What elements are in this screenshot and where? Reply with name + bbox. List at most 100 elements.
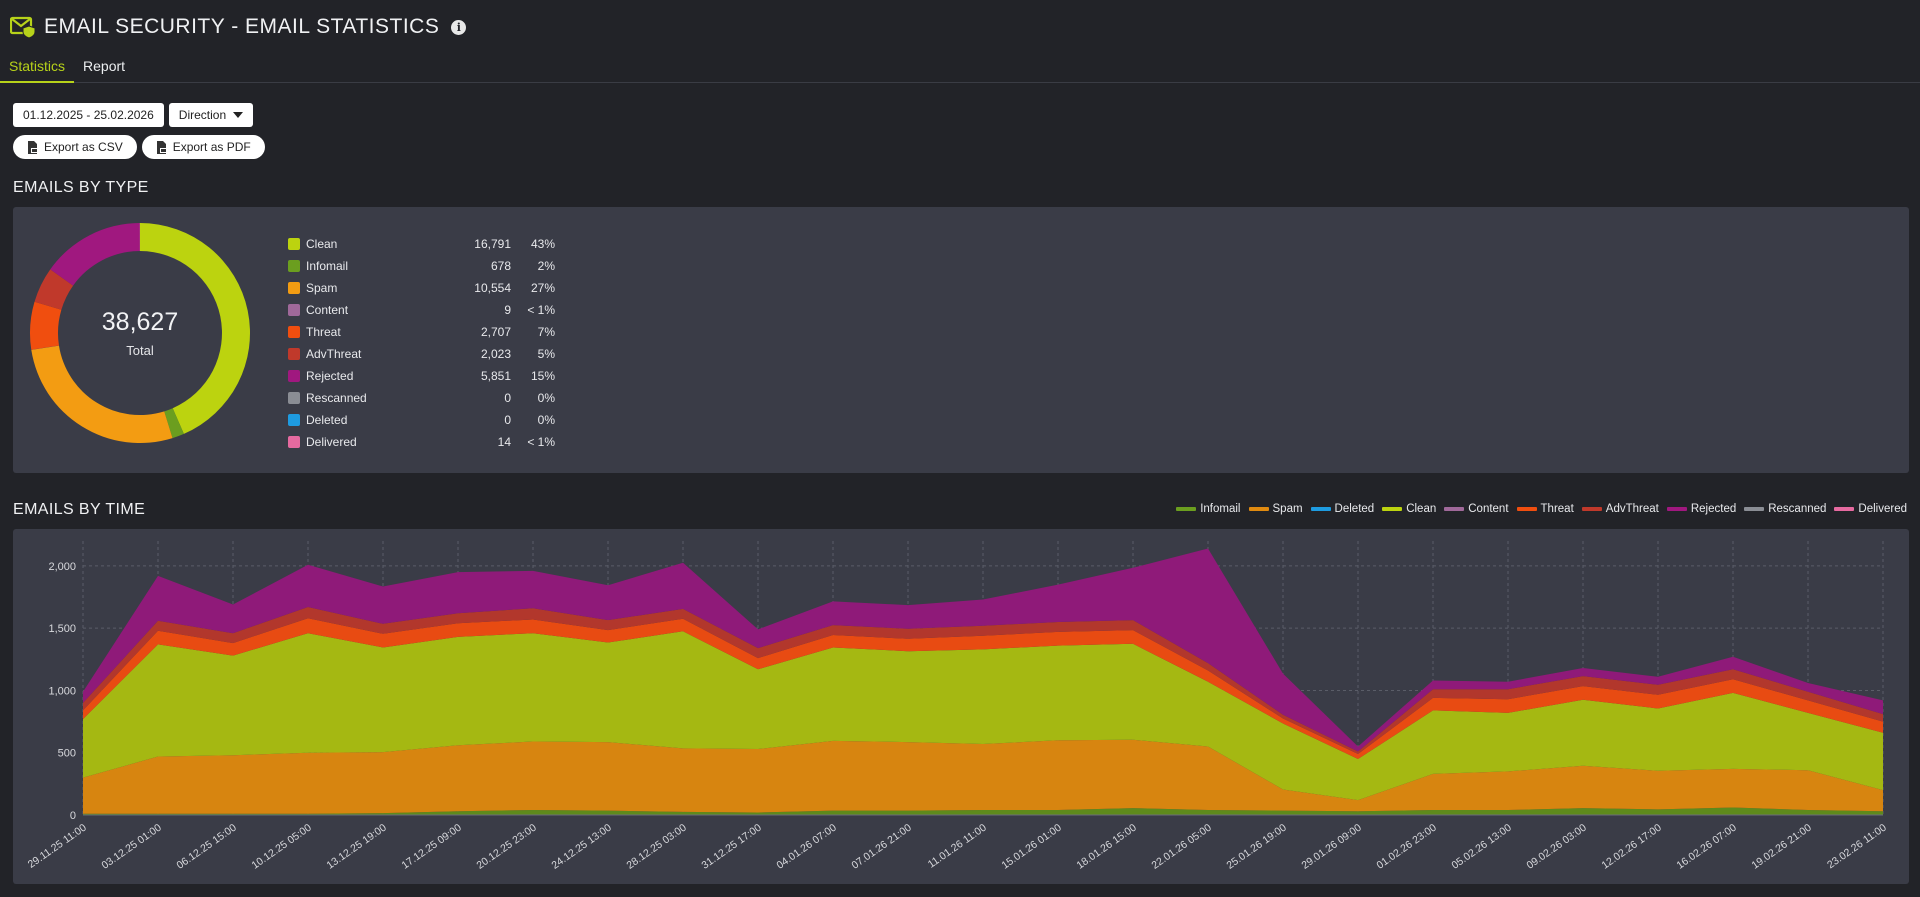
time-legend-item-rejected[interactable]: Rejected: [1666, 503, 1737, 515]
tab-statistics[interactable]: Statistics: [0, 52, 75, 83]
export-csv-button[interactable]: Export as CSV: [13, 135, 137, 159]
legend-swatch: [288, 238, 300, 250]
info-icon[interactable]: i: [451, 19, 467, 35]
tab-report[interactable]: Report: [83, 58, 126, 74]
y-tick-label: 2,000: [48, 561, 76, 573]
y-tick-label: 1,500: [48, 623, 76, 635]
export-pdf-label: Export as PDF: [172, 140, 251, 154]
legend-percent: 7%: [537, 325, 555, 339]
legend-row-infomail[interactable]: Infomail 678 2%: [288, 255, 555, 277]
time-legend-item-spam[interactable]: Spam: [1248, 503, 1303, 515]
legend-percent: < 1%: [527, 303, 555, 317]
time-legend-item-deleted[interactable]: Deleted: [1310, 503, 1374, 515]
emails-by-type-panel: [13, 207, 1909, 473]
legend-row-rejected[interactable]: Rejected 5,851 15%: [288, 365, 555, 387]
legend-line: [1176, 507, 1197, 511]
legend-percent: 43%: [530, 237, 555, 251]
legend-row-advthreat[interactable]: AdvThreat 2,023 5%: [288, 343, 555, 365]
legend-value: 16,791: [474, 237, 511, 251]
legend-line: [1248, 507, 1269, 511]
donut-chart: [30, 222, 251, 444]
filter-toolbar: 01.12.2025 - 25.02.2026 Direction: [13, 103, 254, 127]
legend-row-content[interactable]: Content 9 < 1%: [288, 299, 555, 321]
tab-bar: Statistics Report: [0, 52, 1920, 83]
legend-swatch: [288, 392, 300, 404]
legend-line: [1444, 507, 1465, 511]
legend-row-clean[interactable]: Clean 16,791 43%: [288, 233, 555, 255]
direction-dropdown[interactable]: Direction: [168, 103, 254, 127]
legend-percent: 0%: [537, 391, 555, 405]
legend-value: 678: [490, 259, 511, 273]
legend-row-deleted[interactable]: Deleted 0 0%: [288, 409, 555, 431]
emails-by-time-title: EMAILS BY TIME: [13, 501, 146, 518]
legend-swatch: [288, 282, 300, 294]
legend-percent: 15%: [530, 369, 555, 383]
x-tick-label: 04.01.26 07:00: [774, 822, 838, 872]
area-series-spam[interactable]: [83, 739, 1883, 814]
x-tick-label: 20.12.25 23:00: [474, 822, 538, 872]
legend-name: Threat: [306, 325, 341, 339]
legend-row-threat[interactable]: Threat 2,707 7%: [288, 321, 555, 343]
time-legend-label: Rescanned: [1768, 503, 1827, 515]
donut-slice-infomail[interactable]: [164, 408, 184, 439]
page-header: EMAIL SECURITY - EMAIL STATISTICS i: [10, 10, 467, 44]
x-tick-label: 22.01.26 05:00: [1149, 822, 1213, 872]
legend-row-spam[interactable]: Spam 10,554 27%: [288, 277, 555, 299]
legend-swatch: [288, 436, 300, 448]
legend-row-delivered[interactable]: Delivered 14 < 1%: [288, 431, 555, 453]
time-legend-label: Threat: [1540, 503, 1574, 515]
legend-name: Deleted: [306, 413, 348, 427]
file-icon: [156, 140, 167, 154]
x-tick-label: 10.12.25 05:00: [249, 822, 313, 872]
time-legend-item-rescanned[interactable]: Rescanned: [1744, 503, 1826, 515]
email-shield-icon: [10, 16, 36, 39]
legend-name: AdvThreat: [306, 347, 362, 361]
legend-name: Clean: [306, 237, 338, 251]
legend-line: [1581, 507, 1602, 511]
time-legend-item-advthreat[interactable]: AdvThreat: [1581, 503, 1659, 515]
x-tick-label: 29.01.26 09:00: [1299, 822, 1363, 872]
x-tick-label: 23.02.26 11:00: [1825, 822, 1889, 872]
area-series-threat[interactable]: [83, 618, 1883, 759]
legend-swatch: [288, 414, 300, 426]
export-pdf-button[interactable]: Export as PDF: [141, 135, 265, 159]
date-range-picker[interactable]: 01.12.2025 - 25.02.2026: [13, 103, 164, 127]
donut-slice-content[interactable]: [31, 345, 59, 350]
legend-line: [1834, 507, 1855, 511]
x-tick-label: 16.02.26 07:00: [1674, 822, 1738, 872]
legend-percent: 5%: [537, 347, 555, 361]
donut-slice-advthreat[interactable]: [34, 269, 74, 310]
legend-value: 9: [504, 303, 511, 317]
x-tick-label: 19.02.26 21:00: [1749, 822, 1813, 872]
emails-by-type-title: EMAILS BY TYPE: [13, 179, 149, 196]
time-legend-item-content[interactable]: Content: [1444, 503, 1509, 515]
donut-slice-threat[interactable]: [30, 301, 62, 350]
donut-slice-rejected[interactable]: [50, 223, 140, 286]
type-legend: Clean 16,791 43% Infomail 678 2% Spam 10,554 27%…: [288, 233, 555, 453]
time-legend-item-threat[interactable]: Threat: [1516, 503, 1574, 515]
area-series-rejected[interactable]: [83, 548, 1883, 752]
legend-value: 14: [497, 435, 511, 449]
legend-name: Delivered: [306, 435, 357, 449]
time-legend-item-infomail[interactable]: Infomail: [1176, 503, 1241, 515]
x-tick-label: 03.12.25 01:00: [99, 822, 163, 872]
x-tick-label: 07.01.26 21:00: [849, 822, 913, 872]
x-tick-label: 01.02.26 23:00: [1374, 822, 1438, 872]
legend-row-rescanned[interactable]: Rescanned 0 0%: [288, 387, 555, 409]
x-tick-label: 12.02.26 17:00: [1599, 822, 1663, 872]
time-legend-label: Rejected: [1690, 503, 1737, 515]
area-series-infomail[interactable]: [83, 807, 1883, 816]
time-legend-item-clean[interactable]: Clean: [1382, 503, 1436, 515]
legend-line: [1744, 507, 1765, 511]
legend-percent: < 1%: [527, 435, 555, 449]
legend-line: [1382, 507, 1403, 511]
legend-percent: 2%: [537, 259, 555, 273]
area-series-clean[interactable]: [83, 631, 1883, 801]
donut-slice-clean[interactable]: [140, 223, 251, 434]
legend-name: Spam: [306, 281, 338, 295]
x-tick-label: 25.01.26 19:00: [1224, 822, 1288, 872]
x-tick-label: 31.12.25 17:00: [699, 822, 763, 872]
time-legend-item-delivered[interactable]: Delivered: [1834, 503, 1907, 515]
donut-slice-spam[interactable]: [31, 345, 173, 444]
export-toolbar: Export as CSV Export as PDF: [13, 135, 265, 159]
